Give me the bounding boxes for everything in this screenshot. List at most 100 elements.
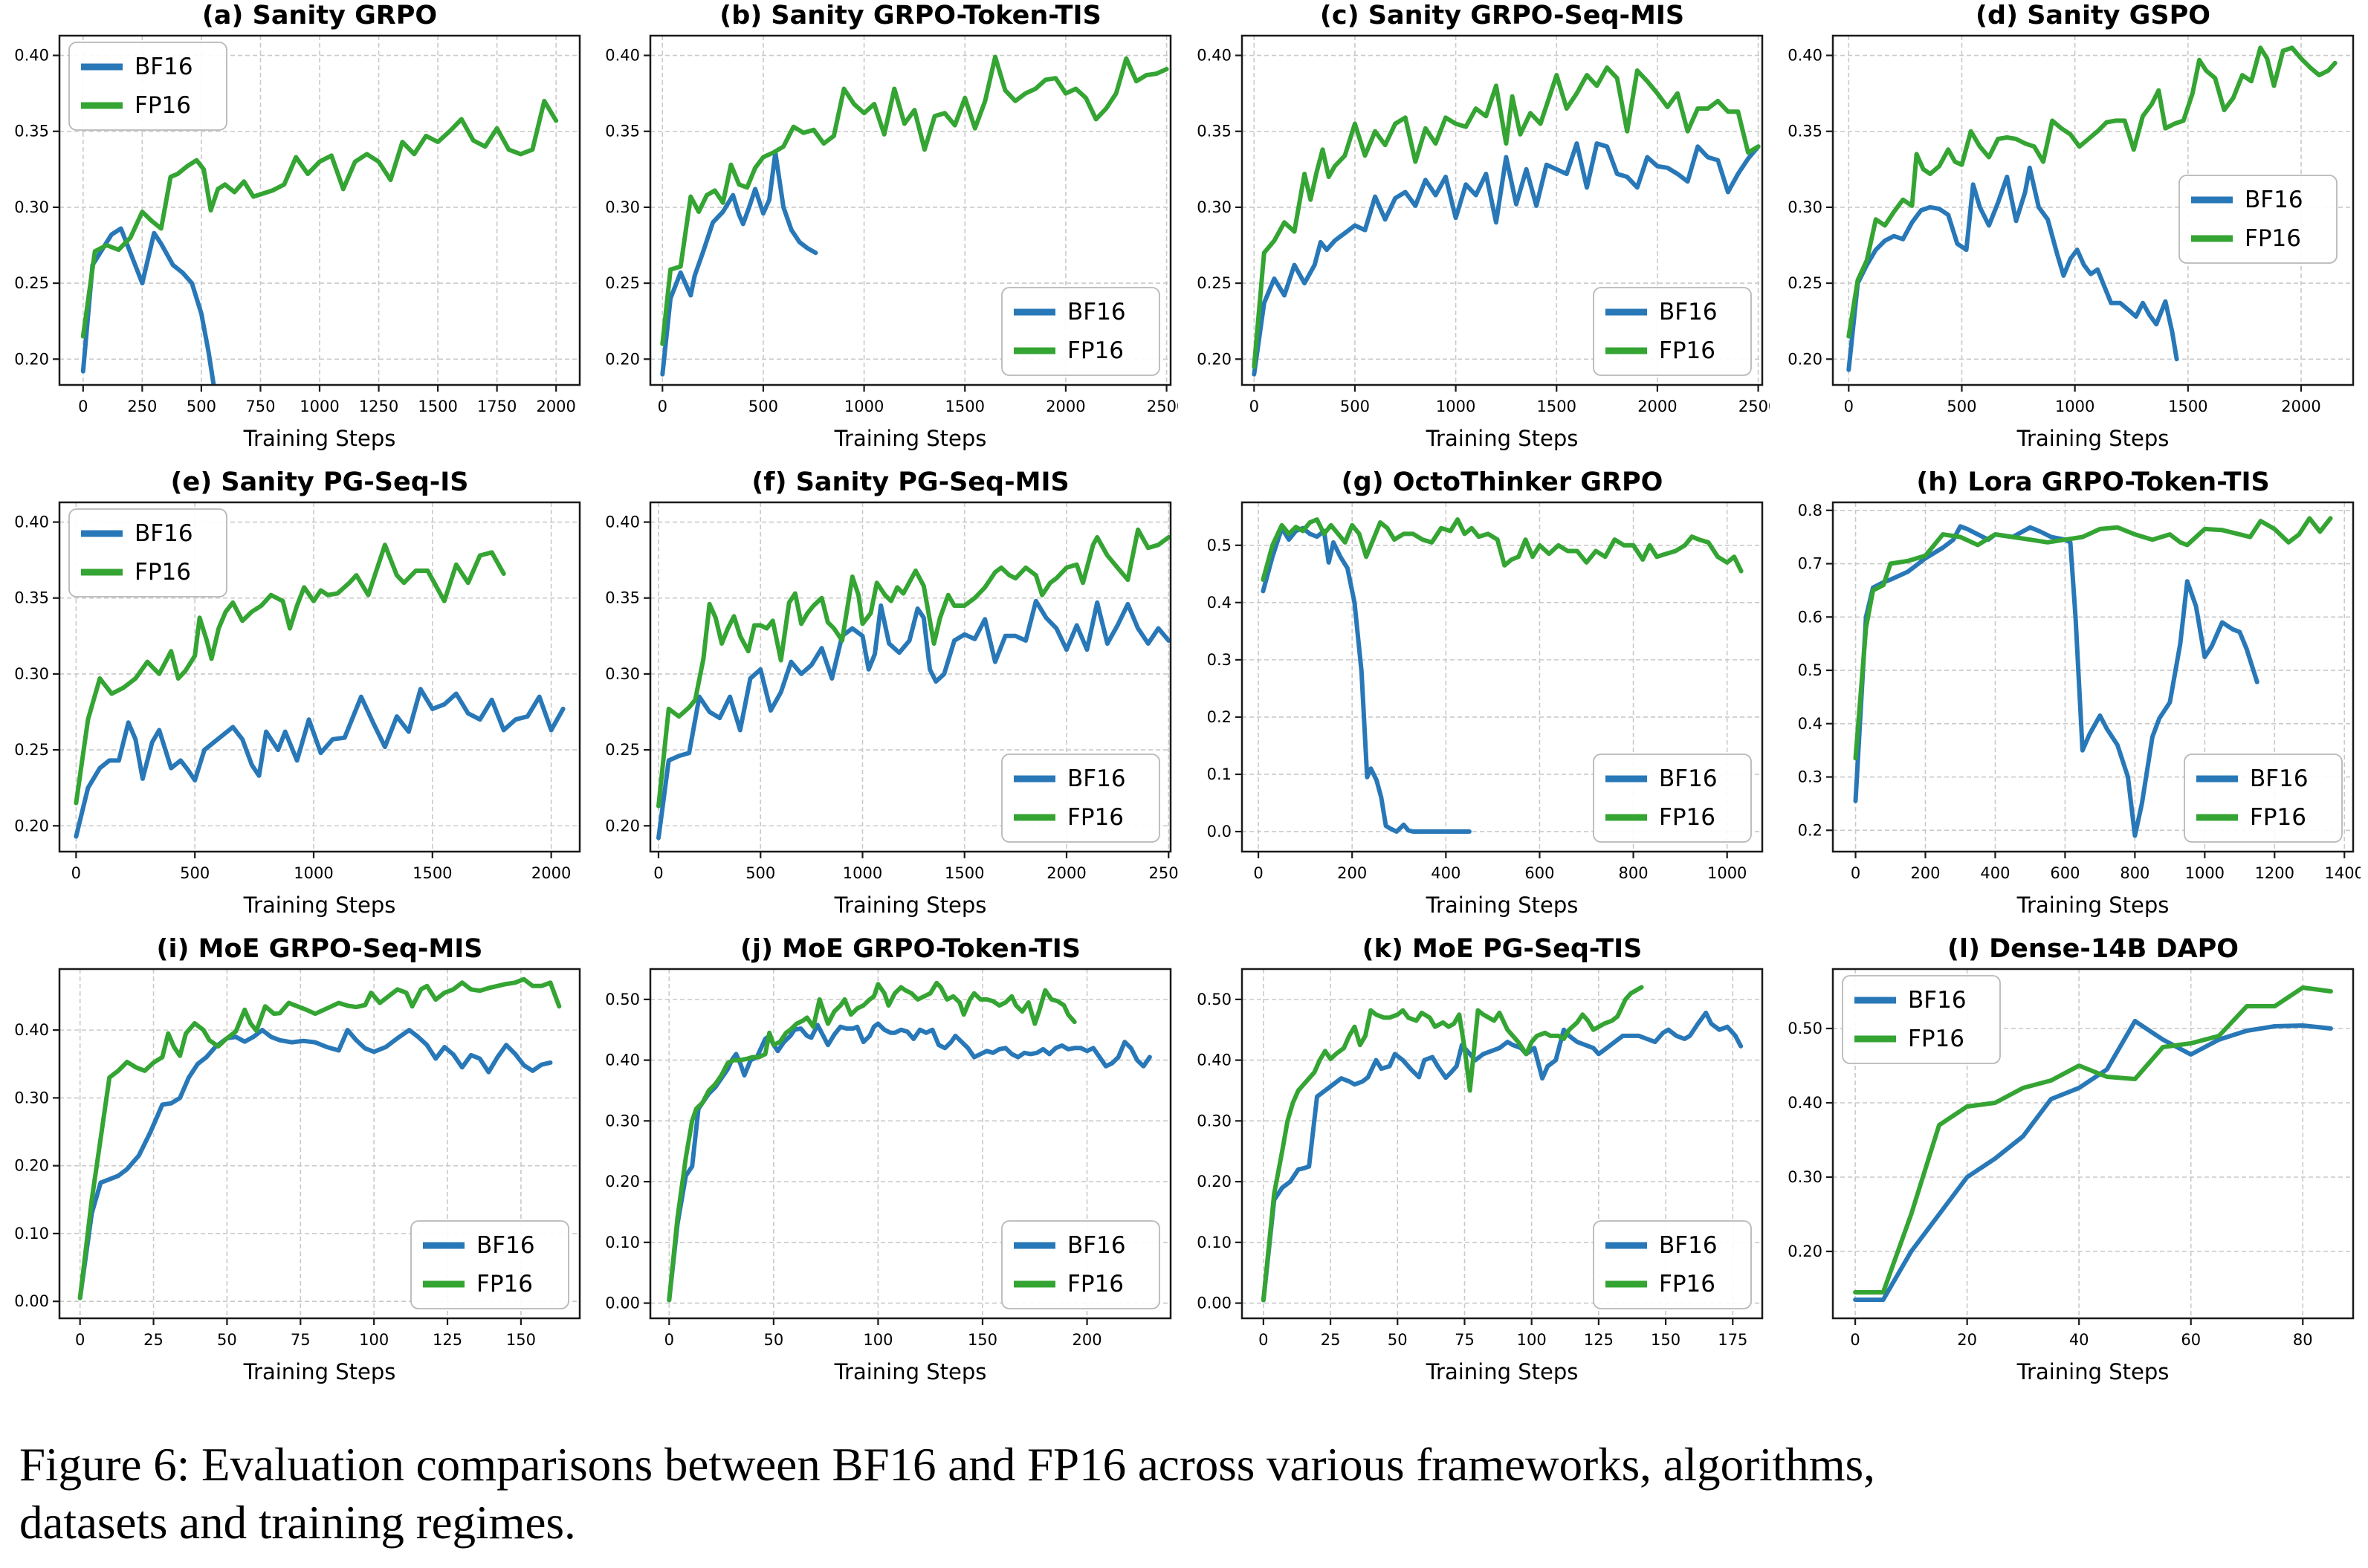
panel-title: (c) Sanity GRPO-Seq-MIS [1320, 4, 1684, 30]
panel-e: 0 500 1000 1500 2000 0.20 0.25 0.30 0.35 0.40 (e) … [1, 471, 593, 926]
chart-j: 0 50 100 150 200 0.00 0.10 0.20 0.30 0.40 0.50 (j) … [598, 938, 1179, 1393]
legend-label-bf16: BF16 [1659, 765, 1718, 792]
y-tick-label: 0.40 [605, 514, 640, 531]
y-tick-label: 0.30 [1788, 1168, 1822, 1186]
panel-title: (i) MoE GRPO-Seq-MIS [156, 938, 482, 964]
x-axis-label: Training Steps [242, 892, 395, 918]
x-tick-label: 0 [654, 864, 664, 882]
plot-border [58, 501, 580, 853]
x-tick-label: 2000 [1047, 864, 1087, 882]
series-bf16-line [656, 598, 1171, 840]
legend-label-bf16: BF16 [1067, 299, 1126, 325]
plot-border [650, 968, 1172, 1320]
legend-label-fp16: FP16 [1659, 1271, 1715, 1298]
x-tick-label: 0 [658, 398, 667, 415]
x-axis-label: Training Steps [242, 426, 395, 451]
x-tick-label: 1500 [2168, 398, 2207, 415]
panel-k: 0 25 50 75 100 125 150 175 0.00 0.10 0.20 0.30 0.40 0… [1184, 938, 1776, 1393]
x-tick-label: 1000 [1707, 864, 1747, 882]
legend-label-bf16: BF16 [1659, 299, 1718, 325]
x-tick-label: 1500 [945, 864, 984, 882]
x-tick-label: 1000 [294, 864, 333, 882]
series-group [1261, 985, 1743, 1303]
x-tick-label: 500 [1947, 398, 1977, 415]
x-tick-label: 125 [1584, 1331, 1614, 1349]
chart-g: 0 200 400 600 800 1000 0.0 0.1 0.2 0.3 0.4 0.5 (g) O… [1189, 471, 1770, 926]
y-tick-label: 0.40 [1197, 47, 1232, 65]
y-tick-label: 0.40 [1788, 47, 1822, 65]
legend-label-fp16: FP16 [1067, 337, 1124, 364]
series-bf16-line [77, 1028, 553, 1300]
legend-label-bf16: BF16 [1908, 987, 1967, 1014]
axis-ticks: 0 250 500 750 1000 1250 1500 1750 2000 0.20 0.25 0.… [14, 47, 576, 415]
panel-l: 0 20 40 60 80 0.20 0.30 0.40 0.50 (l) Dense-14B D… [1776, 938, 2367, 1393]
chart-d: 0 500 1000 1500 2000 0.20 0.25 0.30 0.35 0.40 (d) … [1781, 4, 2361, 459]
x-tick-label: 2000 [536, 398, 575, 415]
y-tick-label: 0.40 [605, 47, 640, 65]
x-tick-label: 200 [1911, 864, 1941, 882]
panel-title: (l) Dense-14B DAPO [1947, 938, 2239, 964]
legend-label-fp16: FP16 [2250, 804, 2306, 831]
series-bf16-line [667, 1021, 1153, 1303]
series-bf16-line [1853, 524, 2260, 838]
series-group [1853, 985, 2334, 1302]
legend-label-bf16: BF16 [135, 54, 193, 80]
x-tick-label: 25 [1320, 1331, 1340, 1349]
series-bf16-line [74, 687, 566, 839]
axis-ticks: 0 50 100 150 200 0.00 0.10 0.20 0.30 0.40 0.50 [605, 991, 1101, 1349]
legend: BF16 FP16 [1001, 1220, 1161, 1309]
panel-title: (e) Sanity PG-Seq-IS [170, 471, 468, 497]
plot-border [1240, 501, 1763, 853]
y-tick-label: 0.20 [1788, 1243, 1822, 1260]
y-tick-label: 0.20 [14, 1157, 49, 1175]
x-tick-label: 1750 [477, 398, 517, 415]
plot-border [58, 968, 580, 1320]
y-tick-label: 0.50 [1788, 1020, 1822, 1037]
chart-l: 0 20 40 60 80 0.20 0.30 0.40 0.50 (l) Dense-14B D… [1781, 938, 2361, 1393]
y-tick-label: 0.35 [605, 589, 640, 607]
x-tick-label: 100 [1516, 1331, 1546, 1349]
y-tick-label: 0.40 [14, 514, 49, 531]
legend: BF16 FP16 [1001, 287, 1161, 376]
legend-label-bf16: BF16 [1659, 1232, 1718, 1259]
x-axis-label: Training Steps [242, 1359, 395, 1384]
series-group [667, 980, 1153, 1303]
x-axis-label: Training Steps [834, 892, 987, 918]
panel-title: (d) Sanity GSPO [1976, 4, 2210, 30]
x-tick-label: 400 [1431, 864, 1460, 882]
y-tick-label: 0.40 [14, 1021, 49, 1039]
y-tick-label: 0.00 [14, 1292, 49, 1310]
legend: BF16 FP16 [410, 1220, 569, 1309]
x-tick-label: 500 [745, 864, 775, 882]
y-tick-label: 0.5 [1798, 661, 1822, 679]
x-tick-label: 100 [359, 1331, 389, 1349]
x-tick-label: 0 [1844, 398, 1854, 415]
series-bf16-line [660, 150, 818, 377]
y-tick-label: 0.30 [605, 665, 640, 683]
series-fp16-line [667, 980, 1077, 1303]
y-tick-label: 0.4 [1206, 594, 1231, 612]
x-tick-label: 2000 [1046, 398, 1085, 415]
x-tick-label: 150 [968, 1331, 997, 1349]
panel-i: 0 25 50 75 100 125 150 0.00 0.10 0.20 0.30 0.40 (i) … [1, 938, 593, 1393]
x-tick-label: 1400 [2325, 864, 2361, 882]
x-axis-label: Training Steps [1425, 1359, 1578, 1384]
chart-i: 0 25 50 75 100 125 150 0.00 0.10 0.20 0.30 0.40 (i) … [7, 938, 587, 1393]
legend-label-fp16: FP16 [476, 1271, 533, 1298]
y-tick-label: 0.8 [1798, 502, 1822, 519]
x-tick-label: 20 [1958, 1331, 1978, 1349]
y-tick-label: 0.20 [605, 1173, 640, 1190]
y-tick-label: 0.25 [1197, 274, 1232, 292]
series-group [1261, 517, 1744, 834]
plot-border [1832, 501, 2355, 853]
x-tick-label: 0 [1851, 864, 1860, 882]
y-tick-label: 0.10 [14, 1225, 49, 1243]
x-tick-label: 175 [1718, 1331, 1747, 1349]
y-tick-label: 0.4 [1798, 715, 1822, 733]
series-group [660, 54, 1169, 377]
y-tick-label: 0.35 [1788, 123, 1822, 140]
x-axis-label: Training Steps [2016, 892, 2170, 918]
x-tick-label: 200 [1337, 864, 1367, 882]
x-tick-label: 1000 [300, 398, 339, 415]
